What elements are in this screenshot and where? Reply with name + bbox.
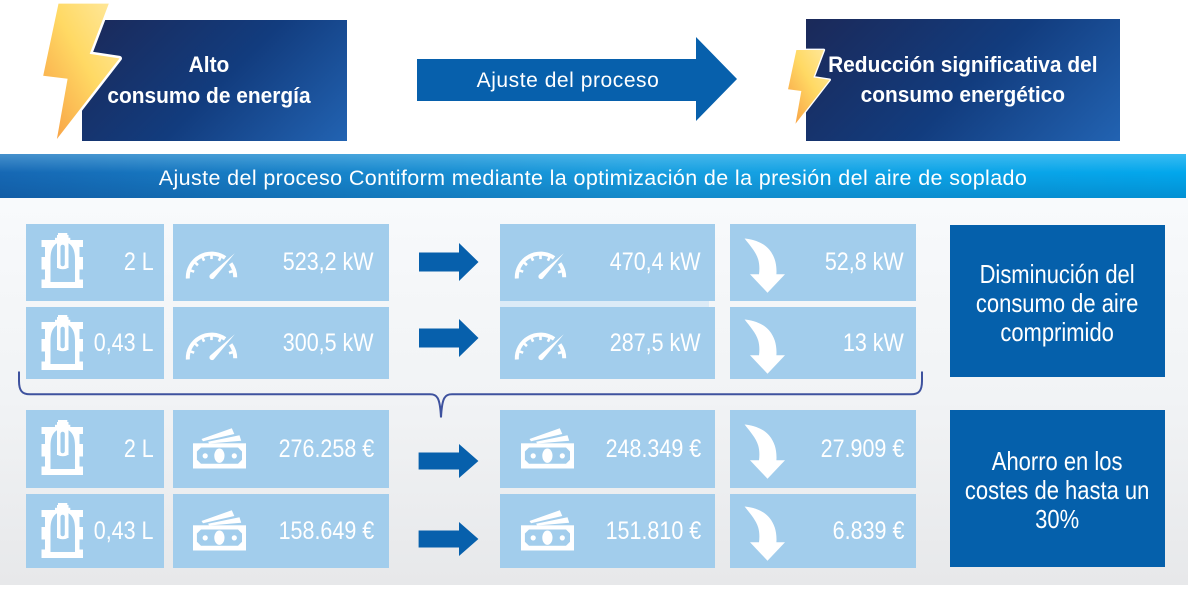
svg-text:Ajuste del proceso: Ajuste del proceso	[477, 69, 660, 92]
